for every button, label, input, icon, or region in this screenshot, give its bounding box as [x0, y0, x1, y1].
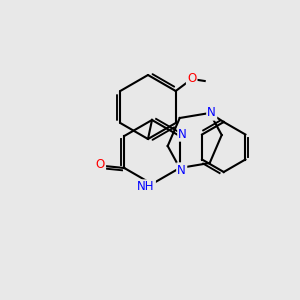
Text: NH: NH: [137, 181, 155, 194]
Text: N: N: [177, 164, 186, 176]
Text: N: N: [178, 128, 187, 140]
Text: N: N: [207, 106, 216, 119]
Text: O: O: [96, 158, 105, 172]
Text: O: O: [187, 73, 196, 85]
